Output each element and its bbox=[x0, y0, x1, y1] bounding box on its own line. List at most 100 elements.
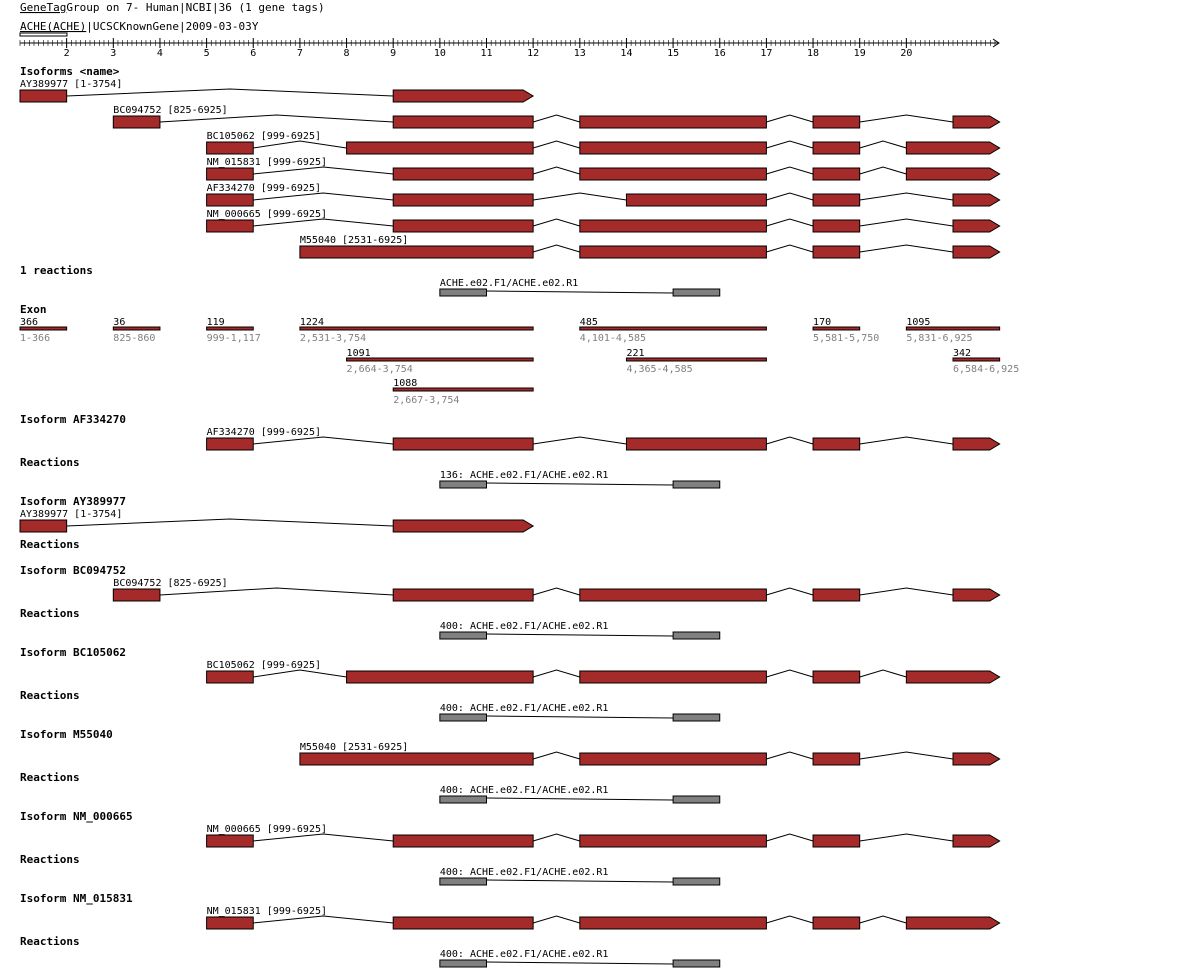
exon-block bbox=[812, 752, 861, 766]
intron-line bbox=[859, 166, 907, 175]
exon-block bbox=[392, 167, 534, 181]
exon-block-arrow bbox=[952, 219, 1001, 233]
exon-entry[interactable]: 342 6,584-6,925 bbox=[952, 348, 1019, 375]
exon-block bbox=[346, 670, 534, 684]
reaction-label: 400: ACHE.e02.F1/ACHE.e02.R1 bbox=[440, 621, 609, 632]
exon-entry[interactable]: 366 1-366 bbox=[19, 317, 68, 344]
reaction-track[interactable]: 400: ACHE.e02.F1/ACHE.e02.R1 bbox=[439, 785, 721, 804]
primer-reverse-box bbox=[672, 480, 721, 489]
isoform-track[interactable]: BC094752 [825-6925] bbox=[112, 578, 1001, 602]
exon-entry[interactable]: 119 999-1,117 bbox=[206, 317, 261, 344]
exon-block bbox=[392, 437, 534, 451]
intron-line bbox=[253, 166, 394, 175]
intron-line bbox=[859, 833, 954, 842]
intron-line bbox=[533, 114, 580, 123]
reaction-link-line bbox=[486, 961, 674, 965]
exon-entry[interactable]: 485 4,101-4,585 bbox=[579, 317, 767, 344]
isoform-track[interactable]: BC105062 [999-6925] bbox=[206, 131, 1001, 155]
exon-entry[interactable]: 36 825-860 bbox=[112, 317, 161, 344]
axis-tick-label: 5 bbox=[204, 48, 210, 59]
isoform-label: AF334270 [999-6925] bbox=[207, 183, 321, 194]
intron-line bbox=[533, 915, 580, 924]
exon-block bbox=[579, 916, 767, 930]
reactions-heading: Reactions bbox=[20, 689, 80, 702]
isoform-track[interactable]: M55040 [2531-6925] bbox=[299, 742, 1001, 766]
reaction-track[interactable]: 400: ACHE.e02.F1/ACHE.e02.R1 bbox=[439, 949, 721, 968]
intron-line bbox=[253, 140, 347, 149]
reaction-track[interactable]: 400: ACHE.e02.F1/ACHE.e02.R1 bbox=[439, 703, 721, 722]
exon-entry[interactable]: 221 4,365-4,585 bbox=[625, 348, 767, 375]
exon-range: 999-1,117 bbox=[207, 333, 261, 344]
intron-line bbox=[533, 587, 580, 596]
intron-line bbox=[859, 218, 954, 227]
exon-block bbox=[812, 193, 861, 207]
reaction-track[interactable]: 400: ACHE.e02.F1/ACHE.e02.R1 bbox=[439, 867, 721, 886]
gene-underline-box bbox=[19, 32, 68, 37]
primer-forward-box bbox=[439, 877, 488, 886]
isoform-section-heading: Isoform M55040 bbox=[20, 728, 113, 741]
intron-line bbox=[66, 88, 394, 97]
exon-block bbox=[206, 141, 254, 155]
reactions-overview: ACHE.e02.F1/ACHE.e02.R1 bbox=[439, 278, 721, 297]
reaction-track[interactable]: ACHE.e02.F1/ACHE.e02.R1 bbox=[439, 278, 721, 297]
reaction-label: 400: ACHE.e02.F1/ACHE.e02.R1 bbox=[440, 703, 609, 714]
isoform-track[interactable]: NM_000665 [999-6925] bbox=[206, 824, 1001, 848]
exon-heading: Exon bbox=[20, 303, 47, 316]
isoform-track[interactable]: NM_015831 [999-6925] bbox=[206, 157, 1001, 181]
intron-line bbox=[533, 436, 627, 445]
exon-entry[interactable]: 1091 2,664-3,754 bbox=[346, 348, 534, 375]
reaction-link-line bbox=[486, 797, 674, 801]
isoform-track[interactable]: BC105062 [999-6925] bbox=[206, 660, 1001, 684]
isoform-label: NM_000665 [999-6925] bbox=[207, 824, 327, 835]
exon-block bbox=[299, 752, 534, 766]
genetag-link[interactable]: GeneTag bbox=[20, 1, 66, 14]
gene-link[interactable]: ACHE(ACHE) bbox=[20, 20, 86, 33]
exon-block-arrow bbox=[952, 752, 1001, 766]
isoform-track[interactable]: AY389977 [1-3754] bbox=[19, 79, 535, 103]
isoform-track[interactable]: AF334270 [999-6925] bbox=[206, 427, 1001, 451]
exon-block-arrow bbox=[952, 193, 1001, 207]
exon-entry[interactable]: 170 5,581-5,750 bbox=[812, 317, 879, 344]
intron-line bbox=[66, 518, 394, 527]
isoform-section-heading: Isoform AY389977 bbox=[20, 495, 126, 508]
exon-block-arrow bbox=[952, 588, 1001, 602]
exon-entry[interactable]: 1088 2,667-3,754 bbox=[392, 378, 534, 406]
intron-line bbox=[766, 587, 814, 596]
exon-entry[interactable]: 1224 2,531-3,754 bbox=[299, 317, 534, 344]
intron-line bbox=[533, 244, 580, 253]
isoform-label: AF334270 [999-6925] bbox=[207, 427, 321, 438]
isoform-track[interactable]: NM_015831 [999-6925] bbox=[206, 906, 1001, 930]
isoform-track[interactable]: AF334270 [999-6925] bbox=[206, 183, 1001, 207]
primer-reverse-box bbox=[672, 631, 721, 640]
reaction-track[interactable]: 400: ACHE.e02.F1/ACHE.e02.R1 bbox=[439, 621, 721, 640]
isoform-label: NM_015831 [999-6925] bbox=[207, 906, 327, 917]
reaction-track[interactable]: 136: ACHE.e02.F1/ACHE.e02.R1 bbox=[439, 470, 721, 489]
exon-block bbox=[206, 916, 254, 930]
primer-forward-box bbox=[439, 713, 488, 722]
exon-bar bbox=[812, 326, 861, 331]
gene-source-text: |UCSCKnownGene|2009-03-03 bbox=[86, 20, 252, 33]
isoform-label: BC105062 [999-6925] bbox=[207, 131, 321, 142]
isoform-track[interactable]: BC094752 [825-6925] bbox=[112, 105, 1001, 129]
exon-entry[interactable]: 1095 5,831-6,925 bbox=[905, 317, 1001, 344]
exon-block bbox=[392, 916, 534, 930]
isoform-label: AY389977 [1-3754] bbox=[20, 79, 122, 90]
primer-reverse-box bbox=[672, 713, 721, 722]
intron-line bbox=[159, 114, 394, 123]
isoform-track[interactable]: NM_000665 [999-6925] bbox=[206, 209, 1001, 233]
exon-block-arrow bbox=[952, 245, 1001, 259]
primer-reverse-box bbox=[672, 877, 721, 886]
exon-block bbox=[206, 670, 254, 684]
isoform-track[interactable]: AY389977 [1-3754] bbox=[19, 509, 535, 533]
isoform-track[interactable]: M55040 [2531-6925] bbox=[299, 235, 1001, 259]
exon-block bbox=[812, 588, 861, 602]
exon-bar bbox=[952, 357, 1001, 362]
exon-block bbox=[206, 167, 254, 181]
intron-line bbox=[533, 192, 627, 201]
axis-tick-label: 9 bbox=[390, 48, 396, 59]
exon-block bbox=[112, 115, 161, 129]
exon-block bbox=[206, 219, 254, 233]
isoform-section-heading: Isoform BC094752 bbox=[20, 564, 126, 577]
title-text: Group on 7- Human|NCBI|36 (1 gene tags) bbox=[66, 1, 324, 14]
axis-tick-label: 10 bbox=[434, 48, 446, 59]
